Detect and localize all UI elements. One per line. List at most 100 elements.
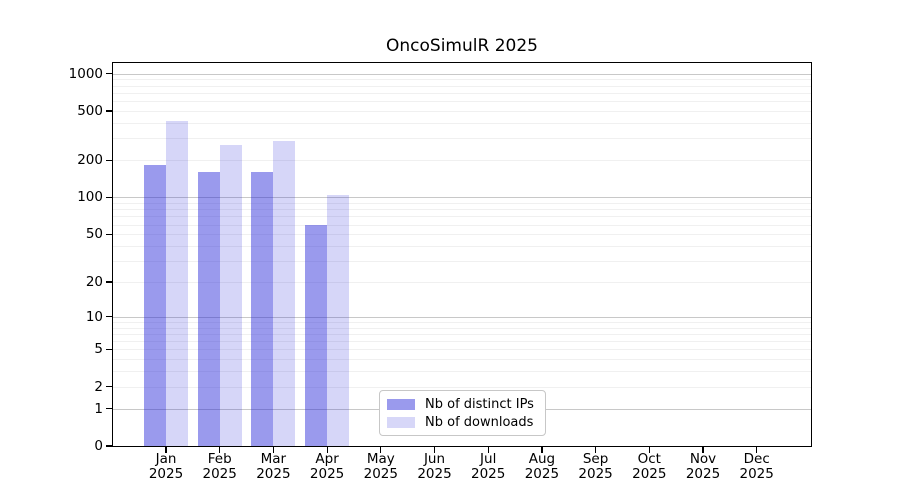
x-axis-tick-label: Dec 2025 <box>715 452 799 482</box>
legend-item-downloads: Nb of downloads <box>387 414 538 430</box>
gridline-minor <box>113 123 811 124</box>
gridline-minor <box>113 101 811 103</box>
y-axis-tick <box>106 348 113 351</box>
x-axis-tick-label: Sep 2025 <box>554 452 638 482</box>
legend-label-downloads: Nb of downloads <box>425 414 534 430</box>
y-axis-tick-label: 1 <box>94 400 103 417</box>
x-axis-tick-label: May 2025 <box>339 452 423 482</box>
month-label: Oct <box>637 451 661 467</box>
x-axis-tick <box>219 446 221 453</box>
y-axis-tick <box>106 159 113 161</box>
y-axis-tick-label: 100 <box>77 189 103 206</box>
month-label: Nov <box>689 451 717 467</box>
bar-downloads-feb <box>219 145 242 446</box>
month-label: May <box>366 451 395 467</box>
bar-downloads-apr <box>327 194 350 446</box>
y-axis-tick <box>106 73 113 75</box>
gridline-major <box>113 73 811 75</box>
year-label: 2025 <box>309 466 345 482</box>
bar-downloads-mar <box>273 140 296 446</box>
gridline-minor <box>113 209 811 211</box>
x-axis-tick <box>487 446 489 453</box>
bar-downloads-jan <box>166 121 188 446</box>
x-axis-tick-label: Feb 2025 <box>178 452 262 482</box>
gridline-major <box>113 316 811 318</box>
x-axis-tick <box>648 446 650 453</box>
y-axis-tick <box>106 196 113 198</box>
chart-title: OncoSimulR 2025 <box>386 36 538 56</box>
x-axis-tick <box>595 446 597 453</box>
x-axis-tick-label: Apr 2025 <box>285 452 369 482</box>
x-axis-tick-label: Jul 2025 <box>446 452 530 482</box>
bar-ips-feb <box>197 171 220 446</box>
x-axis-tick <box>756 446 758 453</box>
bar-ips-jan <box>144 164 166 446</box>
legend-swatch-downloads <box>387 416 415 428</box>
year-label: 2025 <box>202 466 237 482</box>
y-axis-tick-label: 5 <box>94 341 103 358</box>
x-axis-tick <box>433 446 436 453</box>
gridline-minor <box>113 160 811 162</box>
gridline-minor <box>113 216 811 218</box>
gridline-minor <box>113 327 811 329</box>
gridline-minor <box>113 234 811 236</box>
x-axis-tick <box>541 446 543 453</box>
gridline-minor <box>113 359 811 361</box>
bar-ips-apr <box>305 224 328 446</box>
bars-layer <box>113 63 811 446</box>
month-label: Feb <box>207 451 232 467</box>
gridline-major <box>113 197 811 199</box>
y-axis-tick-label: 50 <box>85 226 103 243</box>
year-label: 2025 <box>685 466 721 482</box>
legend-item-distinct-ips: Nb of distinct IPs <box>387 396 538 412</box>
legend: Nb of distinct IPs Nb of downloads <box>379 390 546 436</box>
y-axis-tick-label: 10 <box>85 308 103 325</box>
y-axis-tick <box>106 281 113 283</box>
gridline-minor <box>113 202 811 204</box>
year-label: 2025 <box>148 466 184 482</box>
year-label: 2025 <box>417 466 452 482</box>
y-axis-tick-label: 2 <box>94 378 103 395</box>
month-label: Mar <box>260 451 287 467</box>
y-axis-tick <box>106 110 113 112</box>
gridline-minor <box>113 371 811 373</box>
year-label: 2025 <box>632 466 667 482</box>
gridline-minor <box>113 85 811 87</box>
month-label: Jan <box>155 451 177 467</box>
y-axis-tick <box>106 316 113 318</box>
gridline-minor <box>113 281 811 283</box>
gridline-minor <box>113 138 811 140</box>
gridline-minor <box>113 224 811 226</box>
y-axis-tick-label: 1000 <box>68 65 103 82</box>
y-axis-tick <box>106 233 113 235</box>
gridline-minor <box>113 111 811 112</box>
legend-label-distinct-ips: Nb of distinct IPs <box>425 396 534 412</box>
year-label: 2025 <box>578 466 613 482</box>
gridline-minor <box>113 333 811 335</box>
x-axis-tick-label: Oct 2025 <box>607 452 691 482</box>
x-axis-tick <box>702 446 704 453</box>
month-label: Jun <box>423 451 446 467</box>
x-axis-tick-label: Jun 2025 <box>393 452 477 482</box>
year-label: 2025 <box>471 466 506 482</box>
x-axis-tick-label: Nov 2025 <box>661 452 745 482</box>
month-label: Sep <box>582 451 609 467</box>
y-axis-tick <box>106 408 113 410</box>
y-axis-tick-label: 200 <box>77 152 103 169</box>
y-axis-tick-label: 500 <box>77 103 103 119</box>
month-label: Apr <box>315 451 339 467</box>
month-label: Dec <box>743 451 770 467</box>
year-label: 2025 <box>363 466 398 482</box>
gridline-minor <box>113 349 811 351</box>
bar-ips-mar <box>251 171 274 446</box>
y-axis-tick-label: 0 <box>94 438 103 454</box>
y-axis-tick <box>106 386 113 388</box>
gridline-minor <box>113 79 811 81</box>
legend-swatch-ips <box>387 398 415 410</box>
gridline-minor <box>113 341 811 343</box>
gridline-minor <box>113 386 811 388</box>
x-axis-tick-label: Aug 2025 <box>500 452 584 482</box>
gridline-minor <box>113 321 811 323</box>
x-axis-tick-label: Jan 2025 <box>124 452 208 482</box>
year-label: 2025 <box>739 466 774 482</box>
